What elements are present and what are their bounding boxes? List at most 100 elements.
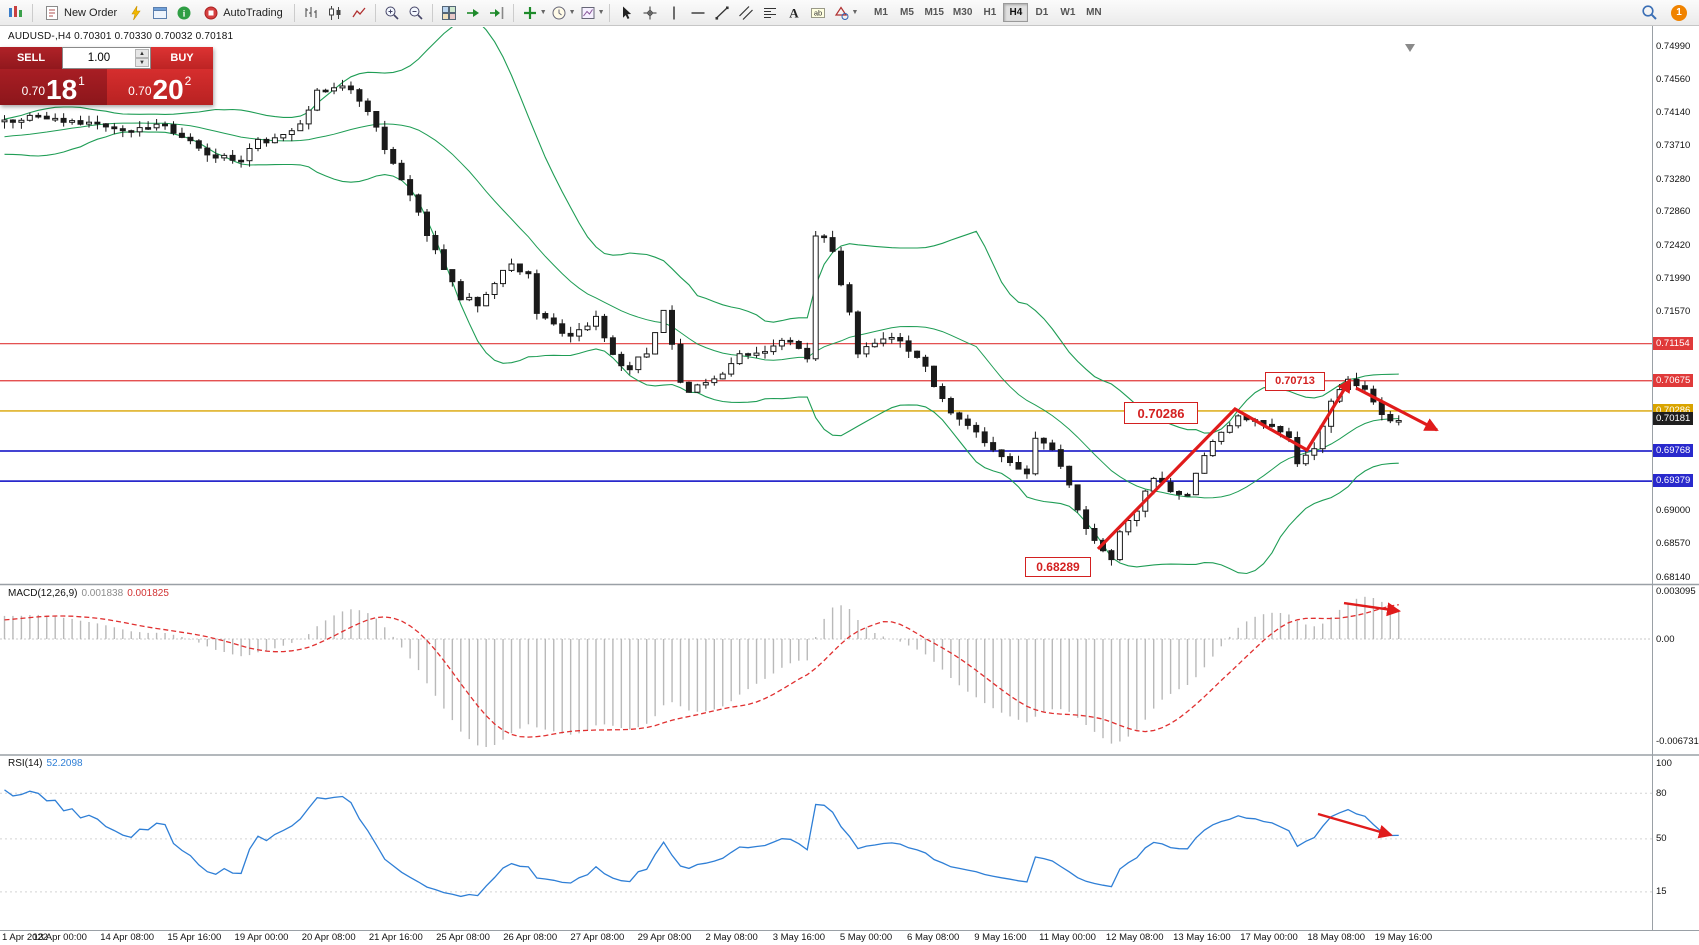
dropdown-caret-icon[interactable]: ▼ bbox=[539, 9, 547, 16]
macd-signal-line bbox=[4, 604, 1399, 738]
timeframe-group: M1 M5 M15 M30 H1 H4 D1 W1 MN bbox=[868, 3, 1106, 22]
toolbar-separator bbox=[608, 3, 610, 22]
tf-button-M15[interactable]: M15 bbox=[924, 7, 944, 18]
shapes-icon[interactable] bbox=[830, 3, 854, 23]
time-axis-label: 19 May 16:00 bbox=[1374, 932, 1433, 943]
main-plot[interactable] bbox=[0, 19, 1652, 575]
fibonacci-icon[interactable] bbox=[758, 3, 782, 23]
bb-upper-band[interactable] bbox=[4, 19, 1399, 434]
rsi-axis-tick: 100 bbox=[1656, 757, 1672, 769]
account-badge[interactable]: 1 bbox=[1671, 4, 1687, 21]
trendline-icon[interactable] bbox=[710, 3, 734, 23]
time-axis-label: 21 Apr 16:00 bbox=[368, 932, 423, 943]
volume-up-button[interactable]: ▲ bbox=[135, 49, 149, 58]
time-axis-label: 11 May 00:00 bbox=[1039, 932, 1096, 943]
tf-button-H4[interactable]: H4 bbox=[1003, 3, 1029, 22]
price-level-badge: 0.69768 bbox=[1653, 444, 1694, 458]
text-icon[interactable]: A bbox=[782, 3, 806, 23]
sell-price-sup: 1 bbox=[78, 74, 85, 88]
bb-middle-band[interactable] bbox=[4, 122, 1399, 499]
terminal-window-icon[interactable] bbox=[148, 3, 172, 23]
rsi-name: RSI(14) bbox=[8, 758, 43, 769]
rsi-axis-tick: 15 bbox=[1656, 886, 1667, 898]
buy-button[interactable]: BUY bbox=[151, 47, 213, 69]
channel-icon[interactable] bbox=[734, 3, 758, 23]
price-axis-tick: 0.69000 bbox=[1656, 504, 1691, 516]
toolbar-separator bbox=[32, 3, 33, 22]
svg-text:A: A bbox=[789, 5, 799, 20]
periods-icon[interactable] bbox=[547, 3, 571, 23]
forecast-arrow[interactable] bbox=[1355, 386, 1439, 432]
search-icon[interactable] bbox=[1637, 3, 1661, 23]
templates-icon[interactable] bbox=[576, 3, 600, 23]
price-axis-tick: 0.72420 bbox=[1656, 240, 1691, 252]
rsi-line bbox=[4, 789, 1399, 898]
autotrading-button[interactable]: AutoTrading bbox=[196, 3, 290, 23]
time-axis-label: 29 Apr 08:00 bbox=[637, 932, 692, 943]
tile-windows-icon[interactable] bbox=[437, 3, 461, 23]
tf-button-M30[interactable]: M30 bbox=[952, 7, 973, 18]
text-label-icon[interactable]: ab bbox=[806, 3, 830, 23]
chart-shift-icon[interactable] bbox=[485, 3, 509, 23]
sell-price-display[interactable]: 0.70 18 1 bbox=[0, 69, 107, 105]
dropdown-caret-icon[interactable]: ▼ bbox=[851, 9, 859, 16]
svg-text:i: i bbox=[183, 8, 186, 18]
time-axis-label: 9 May 16:00 bbox=[974, 932, 1027, 943]
time-axis-label: 13 Apr 00:00 bbox=[33, 932, 87, 943]
time-axis-label: 5 May 00:00 bbox=[839, 932, 893, 943]
tf-button-M5[interactable]: M5 bbox=[900, 7, 914, 18]
vertical-line-icon[interactable] bbox=[662, 3, 686, 23]
tf-button-H1[interactable]: H1 bbox=[983, 7, 997, 18]
toolbar: New Order i AutoTrading bbox=[0, 0, 1699, 26]
macd-arrow[interactable] bbox=[1343, 601, 1401, 617]
macd-main-value: 0.001838 bbox=[81, 588, 124, 599]
bar-chart-icon[interactable] bbox=[299, 3, 323, 23]
trend-arrow[interactable] bbox=[1096, 378, 1352, 551]
toolbar-separator bbox=[431, 3, 433, 22]
price-annotation[interactable]: 0.70713 bbox=[1265, 371, 1325, 391]
chart-shift-marker[interactable] bbox=[1405, 44, 1415, 52]
dropdown-caret-icon[interactable]: ▼ bbox=[568, 9, 576, 16]
cursor-icon[interactable] bbox=[614, 3, 638, 23]
tf-button-M1[interactable]: M1 bbox=[874, 7, 888, 18]
candles[interactable] bbox=[1, 79, 1402, 566]
autotrading-icon bbox=[204, 6, 218, 19]
zoom-out-icon[interactable] bbox=[404, 3, 428, 23]
bb-lower-band[interactable] bbox=[4, 131, 1399, 575]
autoscroll-icon[interactable] bbox=[461, 3, 485, 23]
rsi-label: RSI(14) 52.2098 bbox=[8, 758, 87, 769]
price-level-badge: 0.70675 bbox=[1653, 373, 1694, 387]
tf-button-MN[interactable]: MN bbox=[1086, 7, 1102, 18]
symbol-ohlc-info: AUDUSD-,H4 0.70301 0.70330 0.70032 0.701… bbox=[8, 31, 234, 42]
horizontal-line-icon[interactable] bbox=[686, 3, 710, 23]
crosshair-icon[interactable] bbox=[638, 3, 662, 23]
buy-price-display[interactable]: 0.70 20 2 bbox=[106, 69, 213, 106]
macd-histogram bbox=[3, 596, 1400, 747]
rsi-arrow[interactable] bbox=[1317, 812, 1393, 839]
time-axis-label: 27 Apr 08:00 bbox=[570, 932, 625, 943]
line-chart-icon[interactable] bbox=[347, 3, 371, 23]
time-axis-label: 19 Apr 00:00 bbox=[234, 932, 289, 943]
help-icon[interactable]: i bbox=[172, 3, 196, 23]
price-annotation[interactable]: 0.68289 bbox=[1025, 557, 1091, 577]
indicators-icon[interactable] bbox=[518, 3, 542, 23]
autotrading-label: AutoTrading bbox=[223, 6, 283, 19]
macd-axis-tick: 0.003095 bbox=[1656, 586, 1696, 598]
sell-button[interactable]: SELL bbox=[0, 47, 62, 69]
tf-button-D1[interactable]: D1 bbox=[1035, 7, 1049, 18]
new-order-button[interactable]: New Order bbox=[37, 3, 124, 23]
expert-advisors-icon[interactable] bbox=[124, 3, 148, 23]
candlestick-chart-icon[interactable] bbox=[323, 3, 347, 23]
volume-down-button[interactable]: ▼ bbox=[135, 58, 149, 67]
price-annotation[interactable]: 0.70286 bbox=[1124, 402, 1198, 424]
volume-input[interactable] bbox=[63, 48, 135, 68]
toolbar-separator bbox=[374, 3, 376, 22]
buy-price-big: 20 bbox=[152, 74, 184, 106]
time-axis-label: 14 Apr 08:00 bbox=[100, 932, 155, 943]
time-axis-label: 20 Apr 08:00 bbox=[301, 932, 356, 943]
tf-button-W1[interactable]: W1 bbox=[1060, 7, 1076, 18]
dropdown-caret-icon[interactable]: ▼ bbox=[597, 9, 605, 16]
price-axis-tick: 0.68570 bbox=[1656, 538, 1691, 550]
zoom-in-icon[interactable] bbox=[380, 3, 404, 23]
